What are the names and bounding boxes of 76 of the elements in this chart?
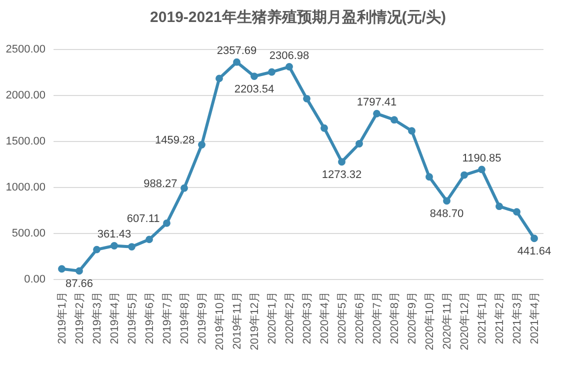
data-label: 1273.32 xyxy=(322,168,362,181)
x-tick-label: 2020年2月 xyxy=(284,292,296,344)
point xyxy=(390,116,398,124)
data-label: 607.11 xyxy=(126,213,160,226)
x-tick-label: 2021年1月 xyxy=(476,292,488,344)
point xyxy=(163,219,170,227)
data-label: 2306.98 xyxy=(269,50,310,62)
x-tick-label: 2019年6月 xyxy=(144,292,156,344)
x-tick-label: 2019年7月 xyxy=(161,292,174,344)
x-tick-label: 2019年11月 xyxy=(231,292,244,350)
data-label: 848.70 xyxy=(430,208,464,220)
x-tick-label: 2019年5月 xyxy=(126,292,138,344)
y-tick-label: 0.00 xyxy=(24,274,46,286)
point xyxy=(530,234,538,242)
point xyxy=(110,242,118,250)
x-tick-label: 2020年7月 xyxy=(371,292,384,344)
x-tick-label: 2020年11月 xyxy=(441,292,454,350)
data-label: 1459.28 xyxy=(154,134,195,147)
point xyxy=(338,158,346,166)
data-label: 361.43 xyxy=(97,228,132,241)
x-tick-label: 2019年3月 xyxy=(91,292,104,344)
x-tick-label: 2020年12月 xyxy=(458,292,471,350)
x-tick-label: 2020年1月 xyxy=(266,292,278,344)
x-tick-label: 2020年8月 xyxy=(388,292,401,344)
data-label: 87.66 xyxy=(65,278,94,290)
y-tick-label: 1500.00 xyxy=(6,136,46,148)
data-label: 988.27 xyxy=(144,178,178,190)
point xyxy=(460,171,468,179)
y-tick-label: 2000.00 xyxy=(6,90,46,102)
x-tick-label: 2020年4月 xyxy=(318,292,331,344)
point xyxy=(426,173,433,181)
point xyxy=(478,166,486,174)
point xyxy=(320,124,328,132)
point xyxy=(128,243,136,250)
chart-title: 2019-2021年生猪养殖预期月盈利情况(元/头) xyxy=(150,8,446,26)
point xyxy=(216,74,223,82)
x-tick-label: 2021年4月 xyxy=(528,292,541,344)
point xyxy=(58,265,66,273)
point xyxy=(198,141,206,148)
data-label: 1797.41 xyxy=(356,96,397,109)
x-tick-label: 2019年8月 xyxy=(178,292,191,344)
point xyxy=(268,68,276,76)
data-label: 441.64 xyxy=(517,245,552,258)
data-label: 2203.54 xyxy=(234,83,274,96)
point xyxy=(233,58,240,66)
x-tick-label: 2019年12月 xyxy=(248,292,261,350)
x-tick-label: 2019年4月 xyxy=(108,292,121,344)
y-tick-label: 2500.00 xyxy=(6,44,46,56)
point xyxy=(303,94,310,102)
x-tick-label: 2019年2月 xyxy=(74,292,86,344)
point xyxy=(93,246,100,254)
point xyxy=(513,208,520,216)
x-tick-label: 2021年3月 xyxy=(511,292,524,344)
point xyxy=(443,197,450,205)
x-tick-label: 2021年2月 xyxy=(494,292,506,344)
x-tick-label: 2019年10月 xyxy=(214,292,226,350)
x-tick-label: 2020年9月 xyxy=(406,292,418,344)
x-tick-label: 2019年1月 xyxy=(56,292,68,344)
point xyxy=(146,236,153,244)
x-tick-label: 2020年10月 xyxy=(424,292,436,350)
point xyxy=(250,72,258,80)
x-tick-label: 2019年9月 xyxy=(196,292,208,344)
y-tick-label: 500.00 xyxy=(12,228,46,240)
data-label: 2357.69 xyxy=(216,45,257,58)
y-tick-label: 1000.00 xyxy=(6,182,46,194)
point xyxy=(356,140,363,148)
point xyxy=(286,63,293,70)
point xyxy=(373,110,380,118)
x-tick-label: 2020年6月 xyxy=(354,292,366,344)
point xyxy=(180,184,188,192)
point xyxy=(76,267,83,275)
point xyxy=(408,127,416,135)
x-tick-label: 2020年3月 xyxy=(301,292,314,344)
data-label: 1190.85 xyxy=(462,152,502,164)
x-tick-label: 2020年5月 xyxy=(336,292,348,344)
point xyxy=(496,202,503,210)
